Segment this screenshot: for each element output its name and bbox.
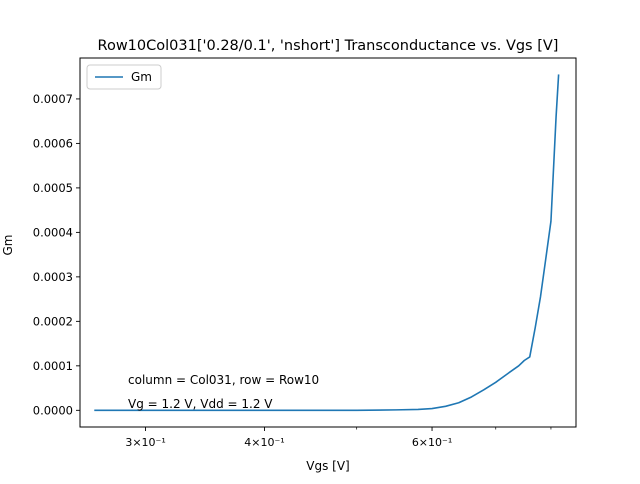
annotation-text: Vg = 1.2 V, Vdd = 1.2 V — [128, 397, 273, 411]
x-tick-label: 3×10⁻¹ — [125, 436, 165, 449]
y-tick-label: 0.0001 — [33, 359, 73, 373]
annotation-text: column = Col031, row = Row10 — [128, 373, 319, 387]
legend-box — [86, 64, 162, 90]
series-layer — [94, 74, 560, 412]
x-tick-label: 6×10⁻¹ — [412, 436, 452, 449]
y-axis: 0.0000 0.0001 0.0002 0.0003 0.0004 0.0005 0.00… — [33, 92, 80, 417]
y-tick-label: 0.0005 — [33, 181, 73, 195]
chart-title: Row10Col031['0.28/0.1', 'nshort'] Transc… — [98, 38, 559, 54]
annotation-layer: column = Col031, row = Row10 Vg = 1.2 V,… — [128, 373, 319, 411]
legend: Gm — [86, 64, 162, 90]
y-tick-label: 0.0007 — [33, 92, 73, 106]
x-tick-label: 4×10⁻¹ — [244, 436, 284, 449]
x-axis-label: Vgs [V] — [306, 459, 349, 473]
x-axis: 3×10⁻¹ 4×10⁻¹ 6×10⁻¹ — [125, 427, 552, 449]
y-axis-label: Gm — [1, 235, 15, 256]
y-tick-label: 0.0003 — [33, 270, 73, 284]
y-tick-label: 0.0000 — [33, 403, 73, 417]
legend-label: Gm — [131, 70, 152, 84]
series-line-gm — [94, 74, 560, 412]
plot-area — [79, 57, 577, 428]
y-tick-label: 0.0004 — [33, 225, 73, 239]
plot-frame — [79, 57, 577, 428]
y-tick-label: 0.0002 — [33, 314, 73, 328]
y-tick-label: 0.0006 — [33, 136, 73, 150]
